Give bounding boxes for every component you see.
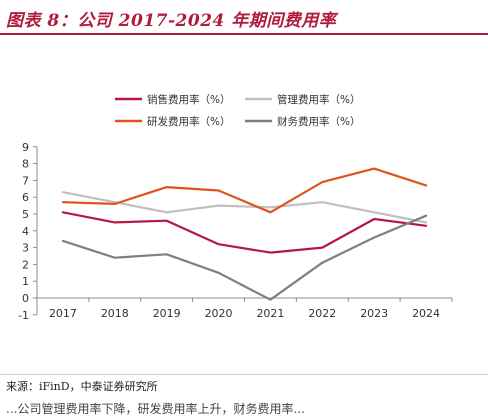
x-tick-label: 2021 [256, 307, 284, 320]
series-line [61, 211, 428, 254]
series-line [61, 214, 428, 301]
y-tick-label: 9 [22, 141, 29, 154]
x-tick-label: 2019 [153, 307, 181, 320]
legend-label: 财务费用率（%） [277, 115, 360, 128]
x-tick-label: 2024 [412, 307, 440, 320]
y-tick-label: 2 [22, 258, 29, 271]
x-tick-label: 2017 [49, 307, 77, 320]
y-tick-label: 0 [22, 292, 29, 305]
legend-label: 管理费用率（%） [277, 93, 360, 106]
x-tick-label: 2022 [308, 307, 336, 320]
x-tick-label: 2018 [101, 307, 129, 320]
y-tick-label: 6 [22, 191, 29, 204]
line-chart: 销售费用率（%） 管理费用率（%） 研发费用率（%） 财务费用率（%） 9 8 7 6 5 4 3… [18, 93, 453, 322]
figure-title: 图表 8：公司 2017-2024 年期间费用率 [6, 11, 337, 31]
y-tick-label: 1 [22, 275, 29, 288]
x-tick-label: 2023 [360, 307, 388, 320]
y-tick-label: 7 [22, 174, 29, 187]
y-tick-label: 5 [22, 208, 29, 221]
x-tick-label: 2020 [205, 307, 233, 320]
body-text-cutoff: ...公司管理费用率下降，研发费用率上升，财务费用率... [6, 402, 305, 416]
title-underline [0, 33, 488, 35]
series-line [61, 167, 428, 214]
chart-axes: 9 8 7 6 5 4 3 2 1 0 -1 2017 2018 2019 2020 2021 2022 2023… [18, 141, 453, 322]
y-tick-label: 3 [22, 242, 29, 255]
source-note: 来源：iFinD，中泰证券研究所 [6, 380, 158, 393]
y-tick-label: -1 [18, 309, 29, 322]
y-tick-label: 4 [22, 225, 29, 238]
chart-series [61, 167, 428, 301]
series-line [61, 191, 428, 224]
source-divider [0, 374, 488, 375]
y-tick-label: 8 [22, 158, 29, 171]
legend-label: 销售费用率（%） [147, 93, 230, 106]
chart-legend: 销售费用率（%） 管理费用率（%） 研发费用率（%） 财务费用率（%） [115, 93, 360, 128]
legend-label: 研发费用率（%） [147, 115, 230, 128]
